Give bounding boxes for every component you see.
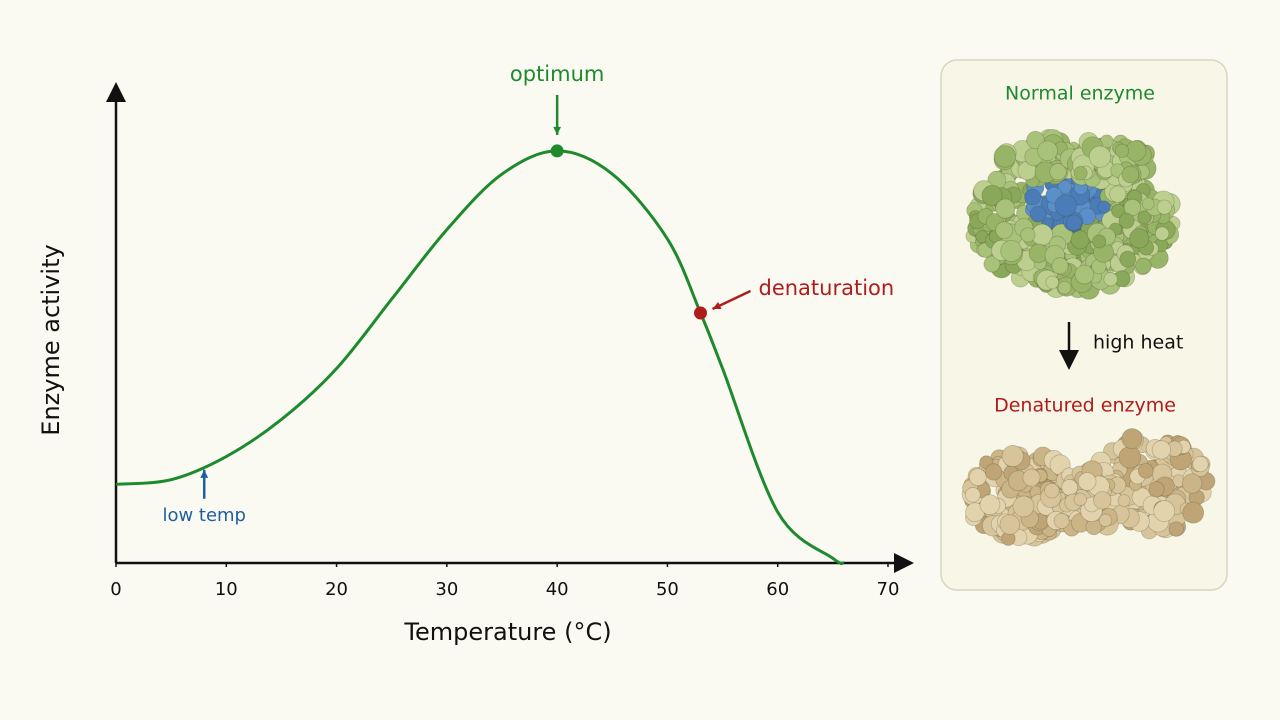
- atom: [1151, 440, 1171, 460]
- atom: [1182, 501, 1205, 524]
- atom: [1057, 179, 1072, 195]
- atom: [1114, 143, 1130, 158]
- atom: [968, 468, 987, 487]
- atom: [1012, 495, 1035, 518]
- atom: [1000, 239, 1023, 262]
- atom: [1001, 445, 1024, 468]
- heat-label: high heat: [1093, 332, 1183, 354]
- atom: [1181, 473, 1203, 494]
- atom: [1097, 200, 1111, 214]
- atom: [1088, 145, 1112, 168]
- atom: [1118, 446, 1141, 469]
- x-axis-label: Temperature (°C): [403, 618, 611, 646]
- atom: [983, 255, 1001, 273]
- atom: [1155, 226, 1170, 241]
- annotation-arrowhead: [553, 126, 562, 135]
- annotation-arrowhead: [712, 301, 722, 310]
- annotation: optimum: [510, 62, 604, 158]
- atom: [1053, 512, 1070, 529]
- atom: [1073, 166, 1088, 181]
- atom: [1061, 479, 1078, 496]
- atom: [1121, 165, 1140, 184]
- x-tick-label: 40: [546, 579, 569, 600]
- atom: [1137, 210, 1152, 225]
- atom: [1141, 197, 1155, 211]
- atom: [1026, 130, 1045, 150]
- atom: [984, 463, 1003, 481]
- atom: [1037, 140, 1058, 162]
- atom: [1148, 481, 1165, 498]
- annotation-label: low temp: [162, 505, 246, 526]
- atom: [1153, 500, 1176, 522]
- annotation: denaturation: [694, 276, 894, 320]
- atom: [1098, 513, 1113, 528]
- atom: [1044, 482, 1060, 499]
- x-tick-label: 10: [215, 579, 238, 600]
- atom: [1057, 280, 1072, 295]
- x-tick-label: 30: [435, 579, 458, 600]
- annotation-marker: [550, 144, 564, 158]
- y-axis-label: Enzyme activity: [37, 244, 65, 435]
- normal-label: Normal enzyme: [1005, 83, 1155, 105]
- atom: [1092, 234, 1107, 249]
- atom: [1119, 250, 1137, 268]
- atom: [965, 487, 981, 503]
- normal-enzyme-image: [965, 128, 1181, 300]
- atom: [1192, 455, 1209, 473]
- atom: [1121, 428, 1143, 450]
- atom: [981, 184, 1003, 206]
- denatured-label: Denatured enzyme: [994, 395, 1176, 417]
- atom: [1051, 257, 1069, 275]
- x-tick-label: 60: [766, 579, 789, 600]
- curve: [115, 149, 845, 566]
- atom: [1020, 227, 1036, 243]
- atom: [1123, 198, 1142, 217]
- atom: [1117, 494, 1131, 508]
- atom: [1022, 468, 1041, 487]
- x-tick-label: 0: [110, 579, 121, 600]
- atom: [1070, 230, 1090, 250]
- x-tick-label: 50: [656, 579, 679, 600]
- chart: Temperature (°C) Enzyme activity 0 10 20 30…: [37, 62, 914, 646]
- atom: [1093, 491, 1112, 510]
- atom: [1049, 163, 1067, 181]
- atom: [1109, 185, 1127, 203]
- side-panel: Normal enzyme high heat Denatured enzyme: [940, 59, 1228, 591]
- annotation-label: denaturation: [759, 276, 895, 300]
- atom: [979, 494, 1001, 515]
- atom: [1156, 199, 1172, 215]
- annotation-arrowhead: [200, 469, 209, 478]
- x-tick-label: 20: [325, 579, 348, 600]
- atom: [1074, 264, 1095, 285]
- x-tick-label: 70: [877, 579, 900, 600]
- atom: [995, 221, 1014, 240]
- atom: [1077, 472, 1097, 491]
- atom: [1054, 194, 1077, 217]
- denatured-enzyme-image: [961, 428, 1216, 547]
- atom: [1024, 188, 1041, 206]
- atom: [1137, 463, 1154, 479]
- annotation-marker: [694, 306, 708, 320]
- atom: [1118, 212, 1135, 229]
- annotation: low temp: [162, 469, 246, 526]
- atom: [1045, 275, 1060, 290]
- atom: [1029, 205, 1047, 223]
- atom: [999, 514, 1021, 535]
- atom: [1135, 257, 1152, 275]
- atom: [1073, 492, 1088, 507]
- atom: [1065, 214, 1083, 232]
- atom: [1129, 228, 1150, 249]
- atom: [1168, 521, 1184, 537]
- atom: [993, 145, 1017, 168]
- atom: [995, 198, 1016, 219]
- atom: [1103, 272, 1118, 287]
- annotation-label: optimum: [510, 62, 604, 86]
